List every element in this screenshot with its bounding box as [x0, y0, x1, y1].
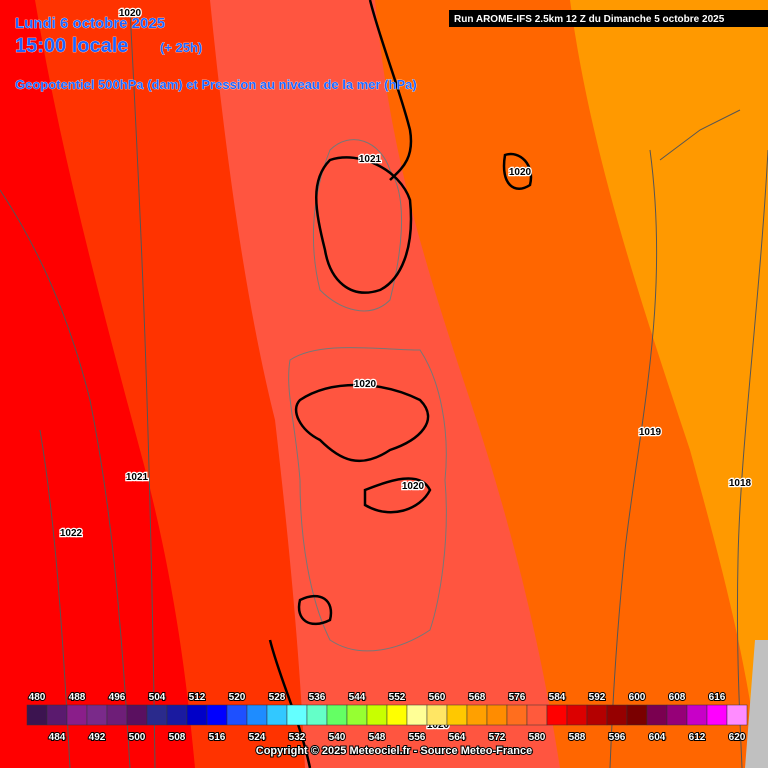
- isobar-label: 1021: [126, 472, 149, 483]
- legend-label: 516: [209, 732, 226, 743]
- legend-label: 620: [729, 732, 746, 743]
- legend-label: 508: [169, 732, 186, 743]
- legend-swatch: [566, 704, 588, 726]
- legend-swatch: [466, 704, 488, 726]
- legend-label: 488: [69, 692, 86, 703]
- legend-label: 588: [569, 732, 586, 743]
- legend-label: 512: [189, 692, 206, 703]
- legend-swatch: [246, 704, 268, 726]
- legend-swatch: [66, 704, 88, 726]
- legend-swatch: [186, 704, 208, 726]
- legend-label: 564: [449, 732, 466, 743]
- legend-label: 540: [329, 732, 346, 743]
- legend-swatch: [506, 704, 528, 726]
- legend-label: 596: [609, 732, 626, 743]
- legend-swatch: [226, 704, 248, 726]
- legend-label: 548: [369, 732, 386, 743]
- legend-label: 600: [629, 692, 646, 703]
- legend-label: 504: [149, 692, 166, 703]
- legend-swatch: [406, 704, 428, 726]
- legend-swatch: [706, 704, 728, 726]
- legend-swatch: [526, 704, 548, 726]
- legend-label: 584: [549, 692, 566, 703]
- legend-label: 544: [349, 692, 366, 703]
- isobar-label: 1018: [729, 478, 752, 489]
- legend-swatch: [346, 704, 368, 726]
- legend-swatch: [126, 704, 148, 726]
- copyright: Copyright © 2025 Meteociel.fr - Source M…: [256, 745, 532, 757]
- legend-swatch: [206, 704, 228, 726]
- legend-label: 560: [429, 692, 446, 703]
- isobar-label: 1020: [119, 8, 142, 19]
- legend-swatch: [726, 704, 748, 726]
- legend-label: 612: [689, 732, 706, 743]
- subtitle: Geopotentiel 500hPa (dam) et Pression au…: [15, 77, 417, 92]
- isobar-label: 1020: [402, 481, 425, 492]
- legend-swatch: [46, 704, 68, 726]
- lead-time: (+ 25h): [160, 40, 202, 55]
- legend-swatch: [166, 704, 188, 726]
- legend-label: 552: [389, 692, 406, 703]
- legend-swatch: [106, 704, 128, 726]
- legend-swatch: [686, 704, 708, 726]
- legend-label: 484: [49, 732, 66, 743]
- legend-swatch: [26, 704, 48, 726]
- isobar-label: 1019: [639, 427, 662, 438]
- isobar-label: 1020: [509, 167, 532, 178]
- land-gray: [745, 640, 768, 768]
- legend-label: 568: [469, 692, 486, 703]
- isobar-label: 1020: [354, 379, 377, 390]
- legend-swatch: [426, 704, 448, 726]
- legend-swatch: [266, 704, 288, 726]
- legend-swatch: [486, 704, 508, 726]
- legend-swatch: [606, 704, 628, 726]
- legend-swatch: [586, 704, 608, 726]
- legend-label: 604: [649, 732, 666, 743]
- isobars: [0, 9, 768, 769]
- legend-label: 580: [529, 732, 546, 743]
- legend-label: 556: [409, 732, 426, 743]
- date: Lundi 6 octobre 2025: [15, 15, 165, 32]
- legend-swatch: [306, 704, 328, 726]
- legend-label: 492: [89, 732, 106, 743]
- legend-label: 532: [289, 732, 306, 743]
- legend-swatch: [666, 704, 688, 726]
- legend-label: 524: [249, 732, 266, 743]
- legend-swatch: [626, 704, 648, 726]
- legend-label: 528: [269, 692, 286, 703]
- legend-swatch: [646, 704, 668, 726]
- time: 15:00 locale: [15, 35, 128, 57]
- legend-swatch: [386, 704, 408, 726]
- isobar-label: 1022: [60, 528, 83, 539]
- legend-label: 576: [509, 692, 526, 703]
- legend-swatch: [366, 704, 388, 726]
- legend: 480 484 488 492 496 500 504 508 512 516 520 524 528 5…: [26, 691, 748, 744]
- run-info: Run AROME-IFS 2.5km 12 Z du Dimanche 5 o…: [454, 14, 725, 25]
- legend-swatch: [286, 704, 308, 726]
- legend-label: 616: [709, 692, 726, 703]
- legend-swatch: [146, 704, 168, 726]
- legend-swatch: [546, 704, 568, 726]
- contours: [268, 0, 533, 769]
- legend-swatch: [446, 704, 468, 726]
- coastline: [288, 139, 447, 652]
- isobar-label: 1021: [359, 154, 382, 165]
- legend-swatch: [326, 704, 348, 726]
- legend-label: 480: [29, 692, 46, 703]
- legend-label: 608: [669, 692, 686, 703]
- legend-label: 496: [109, 692, 126, 703]
- field-band: [0, 0, 195, 768]
- legend-label: 536: [309, 692, 326, 703]
- legend-swatch: [86, 704, 108, 726]
- legend-label: 572: [489, 732, 506, 743]
- legend-label: 592: [589, 692, 606, 703]
- run-box: [449, 10, 768, 27]
- legend-label: 500: [129, 732, 146, 743]
- legend-label: 520: [229, 692, 246, 703]
